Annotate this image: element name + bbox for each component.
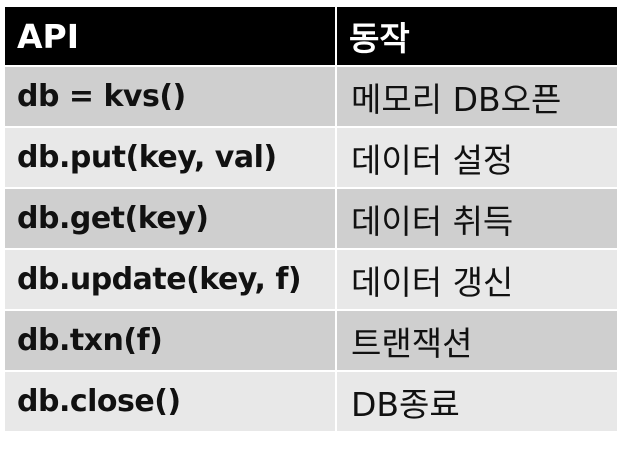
table-header: API 동작: [3, 5, 619, 67]
table-row: db = kvs() 메모리 DB오픈: [3, 65, 619, 128]
table-body: db = kvs() 메모리 DB오픈 db.put(key, val) 데이터…: [3, 65, 619, 433]
api-cell: db.update(key, f): [3, 248, 337, 311]
api-cell: db.get(key): [3, 187, 337, 250]
action-cell: DB종료: [335, 370, 619, 433]
action-cell: 데이터 취득: [335, 187, 619, 250]
api-cell: db = kvs(): [3, 65, 337, 128]
table-row: db.close() DB종료: [3, 370, 619, 433]
table-row: db.get(key) 데이터 취득: [3, 187, 619, 250]
api-cell: db.txn(f): [3, 309, 337, 372]
api-table: API 동작 db = kvs() 메모리 DB오픈 db.put(key, v…: [3, 5, 619, 433]
action-cell: 메모리 DB오픈: [335, 65, 619, 128]
action-cell: 데이터 설정: [335, 126, 619, 189]
header-row: API 동작: [3, 5, 619, 67]
table-row: db.update(key, f) 데이터 갱신: [3, 248, 619, 311]
api-cell: db.close(): [3, 370, 337, 433]
header-api: API: [3, 5, 337, 67]
header-action: 동작: [335, 5, 619, 67]
table-row: db.txn(f) 트랜잭션: [3, 309, 619, 372]
action-cell: 데이터 갱신: [335, 248, 619, 311]
table-row: db.put(key, val) 데이터 설정: [3, 126, 619, 189]
action-cell: 트랜잭션: [335, 309, 619, 372]
api-cell: db.put(key, val): [3, 126, 337, 189]
